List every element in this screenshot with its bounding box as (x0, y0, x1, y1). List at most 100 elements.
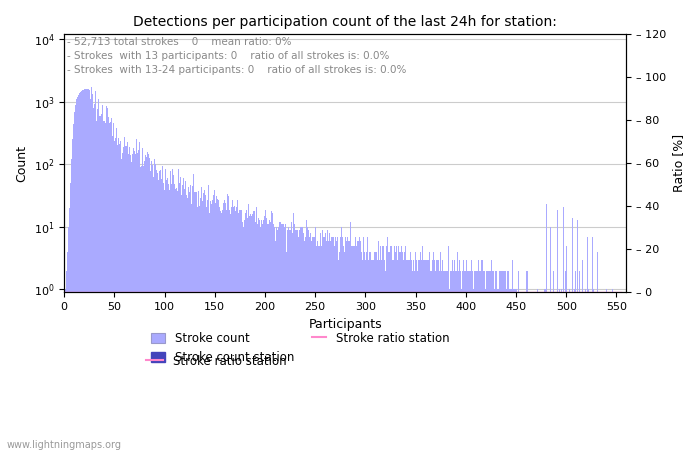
Bar (348, 241, 349, 450)
Bar (403, 260, 404, 450)
Bar (380, 246, 381, 450)
Y-axis label: Ratio [%]: Ratio [%] (672, 134, 685, 193)
Bar (140, 167, 141, 450)
Bar (429, 252, 430, 450)
Bar (354, 246, 355, 450)
Bar (276, 227, 277, 450)
Bar (121, 159, 122, 450)
Bar (457, 252, 458, 450)
Bar (419, 260, 420, 450)
Bar (201, 187, 202, 450)
Bar (426, 260, 427, 450)
Bar (290, 222, 292, 450)
Bar (311, 241, 312, 450)
Bar (356, 246, 357, 450)
Bar (188, 187, 189, 450)
Bar (261, 220, 262, 450)
Bar (364, 252, 365, 450)
Bar (375, 252, 376, 450)
Bar (198, 191, 200, 450)
Bar (283, 225, 284, 450)
Bar (414, 270, 415, 450)
Bar (277, 230, 279, 450)
Bar (335, 237, 336, 450)
Bar (398, 246, 399, 450)
Text: - 52,713 total strokes    0    mean ratio: 0%
- Strokes  with 13 participants: 0: - 52,713 total strokes 0 mean ratio: 0% … (67, 37, 406, 75)
Bar (199, 206, 200, 450)
Bar (358, 241, 359, 450)
Bar (568, 289, 570, 450)
Bar (478, 260, 480, 450)
Bar (116, 128, 117, 450)
Bar (373, 260, 374, 450)
Bar (449, 289, 450, 450)
Bar (313, 237, 314, 450)
Bar (163, 183, 164, 450)
Bar (129, 147, 130, 450)
Bar (113, 123, 114, 450)
Bar (397, 260, 398, 450)
Bar (91, 87, 92, 450)
Bar (355, 237, 356, 450)
Bar (254, 211, 256, 450)
Bar (186, 195, 187, 450)
Bar (359, 237, 360, 450)
Bar (360, 252, 362, 450)
Bar (489, 270, 491, 450)
Bar (181, 194, 182, 450)
Bar (78, 93, 80, 450)
Bar (176, 188, 177, 450)
Bar (272, 212, 274, 450)
Bar (423, 260, 424, 450)
Bar (99, 116, 101, 450)
Bar (464, 270, 466, 450)
Bar (440, 252, 441, 450)
Bar (545, 204, 547, 450)
Bar (432, 260, 433, 450)
Bar (225, 203, 226, 450)
Bar (203, 193, 204, 450)
Bar (82, 90, 83, 450)
Bar (392, 260, 393, 450)
Bar (341, 227, 342, 450)
Bar (233, 207, 235, 450)
Bar (265, 210, 267, 450)
Bar (499, 270, 500, 450)
Bar (473, 289, 475, 450)
Bar (165, 169, 166, 450)
Bar (237, 200, 238, 450)
Bar (253, 211, 254, 450)
Bar (494, 289, 496, 450)
Bar (385, 270, 386, 450)
Bar (235, 211, 237, 450)
Bar (498, 289, 499, 450)
Bar (154, 159, 155, 450)
Bar (372, 260, 373, 450)
Bar (487, 270, 489, 450)
Bar (168, 184, 169, 450)
Bar (256, 207, 258, 450)
Bar (149, 158, 150, 450)
Bar (189, 192, 190, 450)
Bar (544, 289, 545, 450)
Bar (179, 183, 180, 450)
Bar (410, 252, 411, 450)
Bar (383, 246, 384, 450)
Bar (194, 192, 195, 450)
Bar (459, 260, 461, 450)
Bar (232, 200, 233, 450)
Bar (159, 171, 160, 450)
Bar (563, 207, 564, 450)
Bar (167, 178, 168, 450)
Bar (321, 246, 322, 450)
Bar (299, 230, 300, 450)
Bar (477, 270, 478, 450)
Bar (369, 252, 370, 450)
Bar (239, 210, 240, 450)
Bar (374, 252, 375, 450)
Bar (87, 89, 88, 450)
Bar (133, 148, 134, 450)
Bar (381, 260, 382, 450)
Bar (565, 270, 566, 450)
Bar (458, 270, 459, 450)
